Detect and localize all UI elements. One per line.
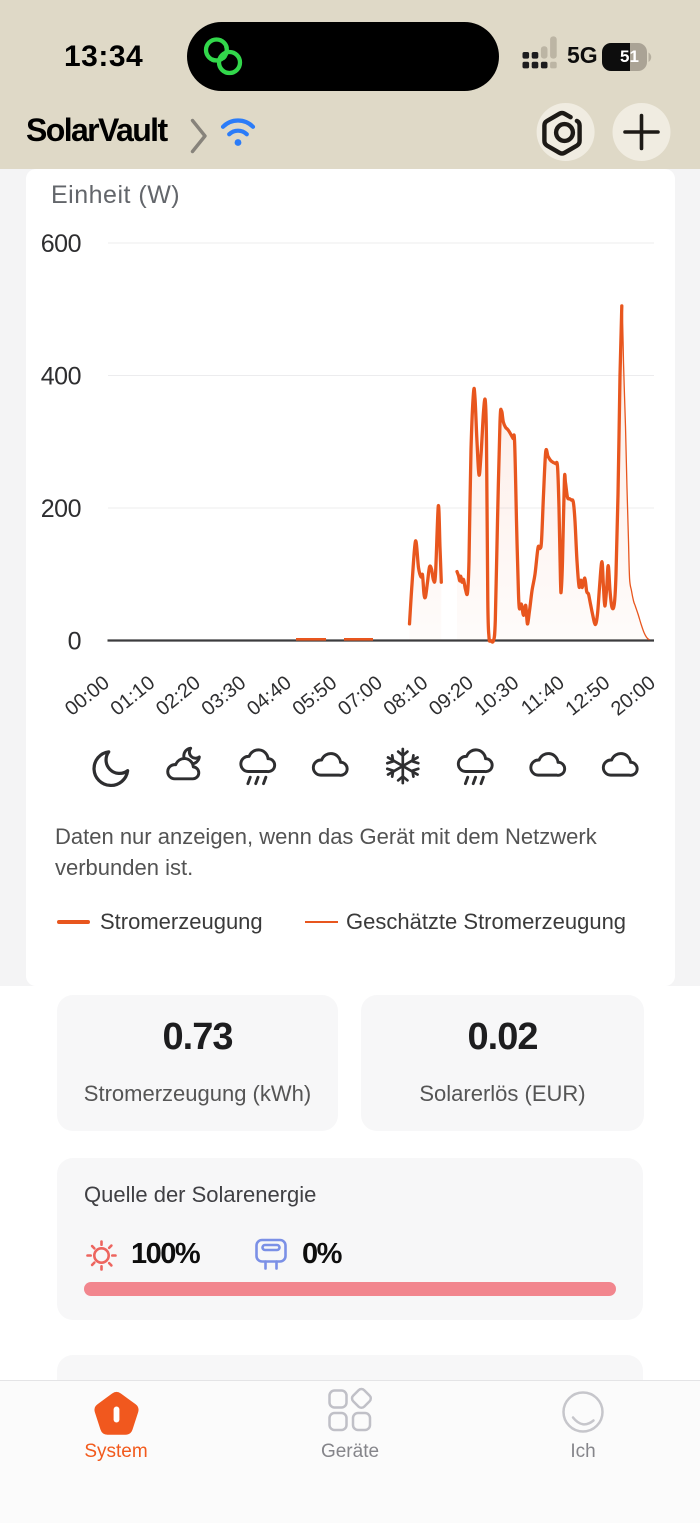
svg-text:03:30: 03:30	[197, 672, 250, 721]
svg-text:12:50: 12:50	[561, 672, 614, 721]
svg-text:08:10: 08:10	[379, 672, 432, 721]
svg-text:00:00: 00:00	[61, 672, 114, 721]
svg-text:07:00: 07:00	[334, 672, 387, 721]
svg-text:0: 0	[68, 628, 81, 656]
svg-text:11:40: 11:40	[517, 672, 569, 720]
svg-text:200: 200	[41, 495, 81, 523]
svg-text:09:20: 09:20	[425, 672, 478, 721]
svg-text:05:50: 05:50	[288, 672, 341, 721]
svg-text:10:30: 10:30	[470, 672, 523, 721]
svg-text:400: 400	[41, 363, 81, 391]
svg-text:04:40: 04:40	[243, 672, 296, 721]
svg-text:01:10: 01:10	[106, 672, 159, 721]
svg-text:02:20: 02:20	[152, 672, 205, 721]
svg-text:600: 600	[41, 230, 81, 258]
svg-text:20:00: 20:00	[607, 672, 660, 721]
